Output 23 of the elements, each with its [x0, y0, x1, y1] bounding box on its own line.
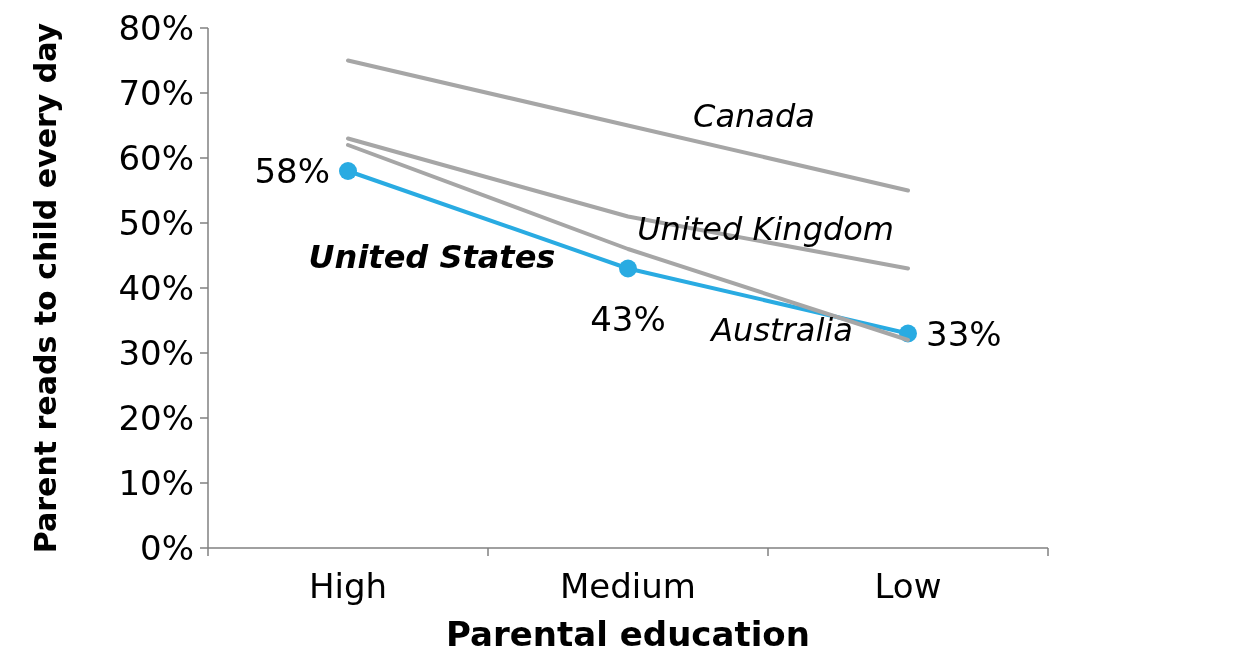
data-label: 43% — [590, 298, 666, 339]
point — [339, 162, 357, 180]
y-tick-label: 70% — [118, 72, 194, 113]
y-tick-label: 40% — [118, 267, 194, 308]
point — [619, 259, 637, 278]
y-tick-label: 20% — [118, 397, 194, 438]
y-tick-label: 0% — [140, 527, 194, 568]
data-label: 58% — [254, 151, 330, 191]
y-tick-label: 80% — [118, 7, 194, 48]
y-tick-label: 10% — [118, 462, 194, 503]
x-tick-label: High — [308, 566, 388, 606]
series-label: Australia — [709, 311, 853, 350]
x-axis-title: Parental education — [446, 614, 810, 654]
y-tick-label: 30% — [118, 332, 194, 373]
y-tick-label: 50% — [118, 202, 194, 243]
y-tick-label: 60% — [118, 137, 194, 178]
y-axis-title: Parent reads to child every day — [28, 22, 63, 554]
series-label: United States — [308, 238, 556, 277]
series-label: United Kingdom — [637, 209, 894, 248]
x-tick-label: Low — [874, 566, 942, 606]
series-label: Canada — [693, 96, 815, 135]
x-tick-label: Medium — [560, 566, 696, 606]
data-label: 33% — [926, 313, 1002, 354]
